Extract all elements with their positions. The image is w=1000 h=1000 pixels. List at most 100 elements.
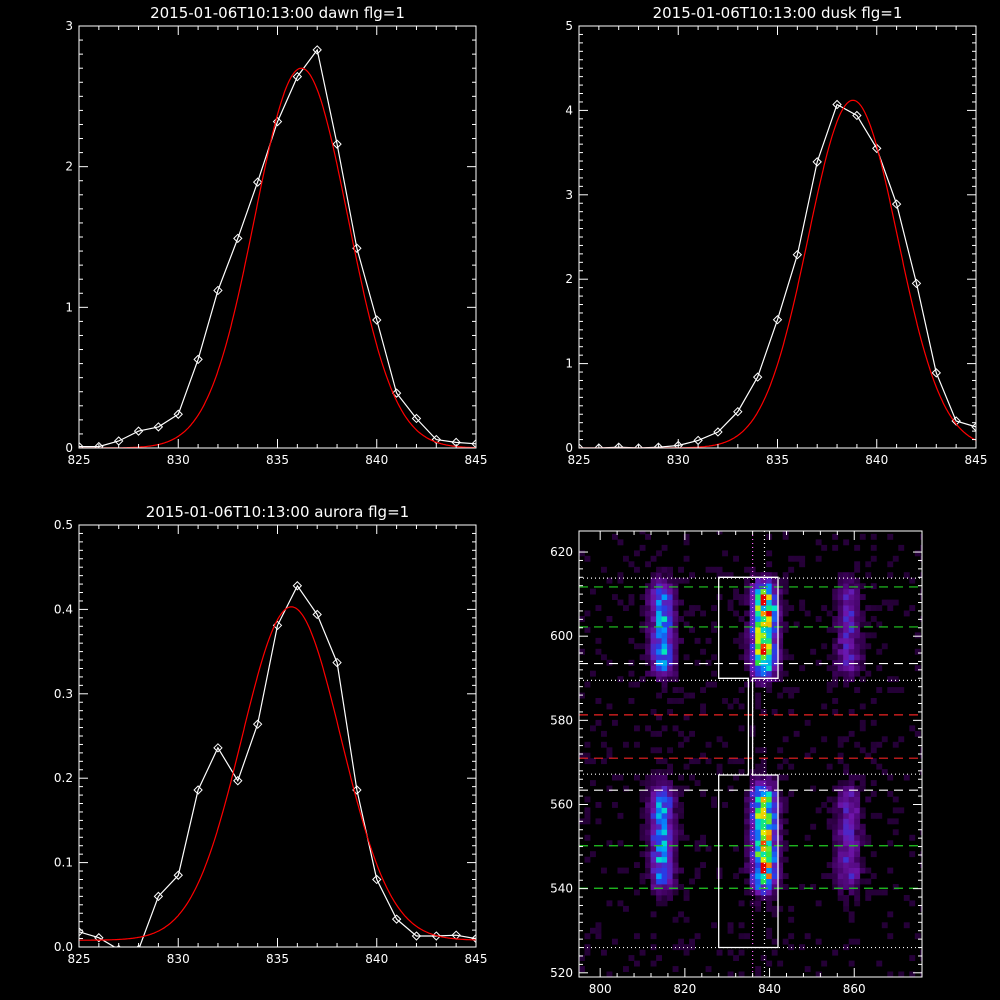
spectrogram-pixel (876, 687, 883, 693)
spectrogram-pixel (788, 566, 795, 573)
spectrogram-pixel (848, 916, 855, 923)
spectrogram-pixel (650, 769, 657, 775)
dusk-data-point (812, 157, 822, 167)
spectrogram-pixel (771, 884, 778, 890)
spectrogram-pixel (683, 785, 690, 792)
spectrogram-pixel (760, 659, 767, 666)
spectrogram-pixel (854, 791, 861, 797)
spectrogram-pixel (711, 626, 717, 633)
spectrogram-pixel (628, 659, 635, 666)
spectrogram-pixel (909, 834, 916, 841)
spectrogram-pixel (590, 725, 596, 732)
spectrogram-pixel (700, 703, 706, 710)
spectrogram-pixel (892, 687, 899, 693)
spectrogram-pixel (760, 665, 767, 672)
spectrogram-pixel (832, 862, 839, 868)
spectrogram-pixel (892, 796, 899, 803)
spectrogram-pixel (601, 654, 607, 661)
spectrogram-pixel (656, 845, 662, 852)
spectrogram-pixel (672, 599, 679, 606)
spectrogram-pixel (799, 944, 806, 951)
spectrogram-pixel (892, 741, 899, 748)
spectrogram-pixel (711, 681, 717, 688)
spectrogram-pixel (837, 829, 844, 836)
spectrogram-pixel (848, 588, 855, 595)
spectrogram-pixel (634, 862, 640, 868)
spectrogram-pixel (755, 774, 762, 781)
aurora-data-point (411, 931, 422, 941)
spectrogram-pixel (694, 845, 701, 852)
spectrogram-pixel (865, 889, 872, 896)
spectrogram-pixel (771, 845, 778, 852)
spectrogram-pixel (760, 834, 767, 841)
spectrogram-pixel (782, 938, 789, 945)
spectrogram-pixel (859, 785, 866, 792)
spectrogram-pixel (843, 676, 850, 683)
spectrogram-pixel (848, 834, 855, 841)
spectrogram-pixel (744, 802, 750, 808)
spectrogram-pixel (661, 856, 668, 863)
spectrogram-pixel (771, 616, 778, 622)
spectrogram-pixel (848, 807, 855, 814)
spectrogram-pixel (749, 845, 756, 852)
spectrogram-pixel (678, 566, 684, 573)
spectrogram-pixel (639, 676, 646, 683)
spectrogram-pixel (920, 862, 922, 868)
spectrogram-pixel (683, 692, 690, 699)
spectrogram-pixel (826, 862, 833, 868)
dusk-data-point (891, 199, 902, 209)
spectrogram-pixel (656, 747, 662, 754)
spectrogram-pixel (766, 812, 773, 819)
spectrogram-pixel (876, 763, 883, 770)
spectrogram-pixel (859, 774, 866, 781)
spectrogram-pixel (760, 747, 767, 754)
spectrogram-pixel (843, 681, 850, 688)
spectrogram-pixel (865, 867, 872, 874)
spectrogram-pixel (744, 796, 750, 803)
spectrogram-pixel (777, 856, 784, 863)
spectrogram-pixel (914, 648, 921, 655)
spectrogram-pixel (782, 774, 789, 781)
spectrogram-pixel (650, 867, 657, 874)
spectrogram-pixel (815, 555, 822, 562)
spectrogram-pixel (744, 791, 750, 797)
spectrogram-pixel (661, 577, 668, 584)
spectrogram-pixel (749, 878, 756, 885)
spectrogram-pixel (634, 889, 640, 896)
spectrogram-pixel (672, 676, 679, 683)
spectrogram-pixel (843, 648, 850, 655)
spectrogram-pixel (601, 566, 607, 573)
spectrogram-pixel (777, 659, 784, 666)
spectrogram-pixel (650, 616, 657, 622)
spectrogram-pixel (788, 905, 795, 912)
spectrogram-pixel (595, 637, 602, 644)
spectrogram-pixel (854, 637, 861, 644)
spectrogram-pixel (777, 588, 784, 595)
spectrogram-pixel (661, 780, 668, 786)
spectrogram-pixel (744, 818, 750, 825)
spectrogram-pixel (661, 588, 668, 595)
spectrogram-ytick-label: 620 (550, 545, 573, 559)
spectrogram-pixel (837, 823, 844, 830)
spectrogram-pixel (749, 818, 756, 825)
spectrogram-pixel (667, 676, 673, 683)
spectrogram-pixel (859, 829, 866, 836)
spectrogram-pixel (650, 845, 657, 852)
spectrogram-pixel (788, 791, 795, 797)
spectrogram-pixel (645, 725, 651, 732)
spectrogram-pixel (749, 616, 756, 622)
dawn-data-point (79, 441, 84, 448)
spectrogram-pixel (760, 676, 767, 683)
aurora-ytick-label: 0.2 (54, 771, 73, 785)
spectrogram-pixel (782, 648, 789, 655)
spectrogram-pixel (716, 572, 723, 579)
spectrogram-pixel (672, 577, 679, 584)
spectrogram-pixel (601, 741, 607, 748)
spectrogram-pixel (837, 862, 844, 868)
spectrogram-pixel (584, 626, 591, 633)
spectrogram-pixel (749, 610, 756, 617)
spectrogram-pixel (639, 544, 646, 551)
spectrogram-pixel (667, 659, 673, 666)
spectrogram-pixel (661, 544, 668, 551)
spectrogram-pixel (771, 780, 778, 786)
